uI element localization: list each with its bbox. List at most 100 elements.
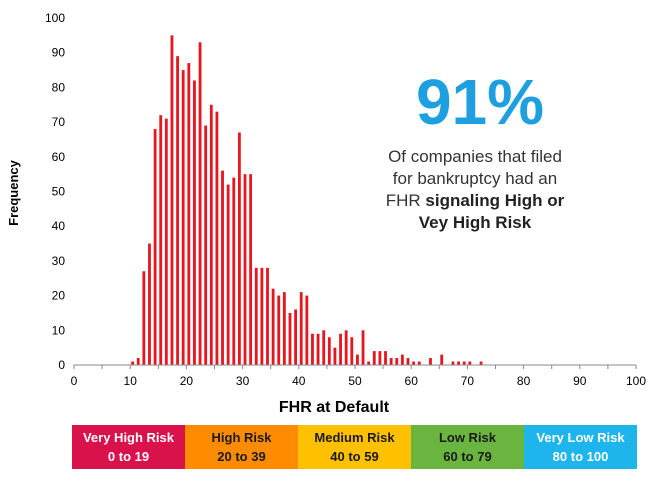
- x-tick-label: 20: [180, 374, 194, 388]
- histogram-bar: [164, 118, 168, 365]
- histogram-bar: [254, 267, 258, 365]
- y-tick-label: 20: [52, 289, 66, 303]
- histogram-bar: [457, 361, 460, 365]
- x-tick-label: 40: [292, 374, 306, 388]
- histogram-bar: [159, 115, 163, 365]
- callout-text: Of companies that filed for bankruptcy h…: [370, 146, 580, 234]
- risk-band-medium: Medium Risk 40 to 59: [298, 425, 411, 469]
- callout-line-3-prefix: FHR: [385, 191, 426, 210]
- histogram-bar: [176, 56, 179, 366]
- histogram-bar: [249, 174, 253, 365]
- histogram-bar: [153, 129, 157, 365]
- percentage-callout: 91%: [415, 66, 545, 138]
- y-tick-label: 30: [52, 254, 66, 268]
- histogram-bar: [344, 330, 348, 365]
- histogram-bar: [215, 111, 219, 365]
- callout-line-1: Of companies that filed: [388, 147, 562, 166]
- histogram-bar: [440, 354, 444, 365]
- histogram-bar: [299, 292, 303, 365]
- histogram-bar: [288, 312, 292, 365]
- histogram-bar: [367, 361, 371, 365]
- bars-group: [131, 35, 483, 366]
- callout-line-3-bold: signaling High or: [425, 191, 565, 210]
- histogram-bar: [412, 361, 416, 365]
- risk-band-label: Very High Risk: [82, 430, 175, 445]
- histogram-bar: [193, 80, 196, 366]
- histogram-bar: [372, 351, 376, 365]
- histogram-bar: [356, 354, 359, 365]
- histogram-bar: [333, 347, 337, 365]
- risk-band-range: 40 to 59: [330, 449, 379, 464]
- histogram-bar: [271, 288, 275, 365]
- x-tick-label: 50: [348, 374, 362, 388]
- histogram-bar: [311, 333, 314, 365]
- histogram-bar: [131, 361, 135, 365]
- callout-line-4-bold: Vey High Risk: [418, 213, 532, 232]
- histogram-bar: [260, 267, 264, 365]
- histogram-bar: [148, 243, 151, 365]
- y-axis-title: Frequency: [6, 159, 21, 226]
- histogram-bar: [384, 351, 387, 365]
- histogram-bar: [305, 295, 309, 365]
- x-tick-label: 10: [124, 374, 138, 388]
- y-tick-label: 90: [52, 46, 66, 60]
- histogram-bar: [181, 70, 185, 366]
- histogram-bar: [266, 267, 269, 365]
- histogram-bar: [221, 170, 224, 365]
- histogram-bar: [316, 333, 320, 365]
- y-tick-label: 50: [52, 185, 66, 199]
- histogram-chart: 0 10 20 30 40 50 60 70 80 90 100 0 10 20 30 40 50 60 70 80…: [6, 11, 646, 416]
- risk-band-label: Medium Risk: [314, 430, 395, 445]
- histogram-bar: [479, 361, 483, 365]
- histogram-bar: [451, 361, 455, 365]
- risk-band-label: Low Risk: [438, 430, 497, 445]
- histogram-bar: [339, 333, 342, 365]
- x-tick-label: 80: [517, 374, 531, 388]
- histogram-bar: [294, 309, 298, 365]
- histogram-bar: [395, 358, 399, 365]
- x-tick-label: 0: [71, 374, 78, 388]
- y-tick-label: 100: [45, 11, 65, 25]
- y-tick-label: 10: [52, 323, 66, 337]
- histogram-bar: [226, 184, 230, 365]
- x-axis-ticks: 0 10 20 30 40 50 60 70 80 90 100: [71, 365, 646, 388]
- histogram-bar: [243, 174, 247, 365]
- histogram-bar: [429, 358, 432, 365]
- histogram-bar: [400, 354, 404, 365]
- histogram-bar: [327, 337, 331, 365]
- risk-band-range: 0 to 19: [107, 449, 150, 464]
- y-tick-label: 60: [52, 150, 66, 164]
- x-axis-title: FHR at Default: [279, 399, 390, 416]
- histogram-bar: [237, 132, 241, 365]
- y-tick-label: 70: [52, 115, 66, 129]
- y-axis-ticks: 0 10 20 30 40 50 60 70 80 90 100: [45, 11, 65, 372]
- histogram-bar: [232, 177, 236, 365]
- risk-band-very-high: Very High Risk 0 to 19: [72, 425, 185, 469]
- risk-band-label: High Risk: [211, 430, 272, 445]
- risk-band-very-low: Very Low Risk 80 to 100: [524, 425, 637, 469]
- x-tick-label: 30: [236, 374, 250, 388]
- risk-band-legend: Very High Risk 0 to 19 High Risk 20 to 3…: [72, 425, 637, 469]
- y-tick-label: 40: [52, 219, 66, 233]
- histogram-bar: [204, 125, 208, 365]
- histogram-bar: [350, 337, 354, 365]
- y-tick-label: 0: [58, 358, 65, 372]
- risk-band-low: Low Risk 60 to 79: [411, 425, 524, 469]
- x-tick-label: 60: [405, 374, 419, 388]
- histogram-bar: [209, 104, 213, 365]
- risk-band-label: Very Low Risk: [536, 430, 625, 445]
- histogram-bar: [170, 35, 174, 365]
- y-tick-label: 80: [52, 80, 66, 94]
- risk-band-range: 60 to 79: [443, 449, 492, 464]
- risk-band-range: 80 to 100: [552, 449, 609, 464]
- histogram-bar: [198, 42, 202, 365]
- callout-line-2: for bankruptcy had an: [392, 169, 558, 188]
- histogram-bar: [462, 361, 466, 365]
- histogram-bar: [187, 63, 191, 366]
- risk-band-range: 20 to 39: [217, 449, 266, 464]
- histogram-bar: [361, 330, 365, 365]
- x-tick-label: 70: [461, 374, 475, 388]
- x-tick-label: 90: [573, 374, 587, 388]
- histogram-bar: [417, 361, 421, 365]
- histogram-bar: [378, 351, 382, 365]
